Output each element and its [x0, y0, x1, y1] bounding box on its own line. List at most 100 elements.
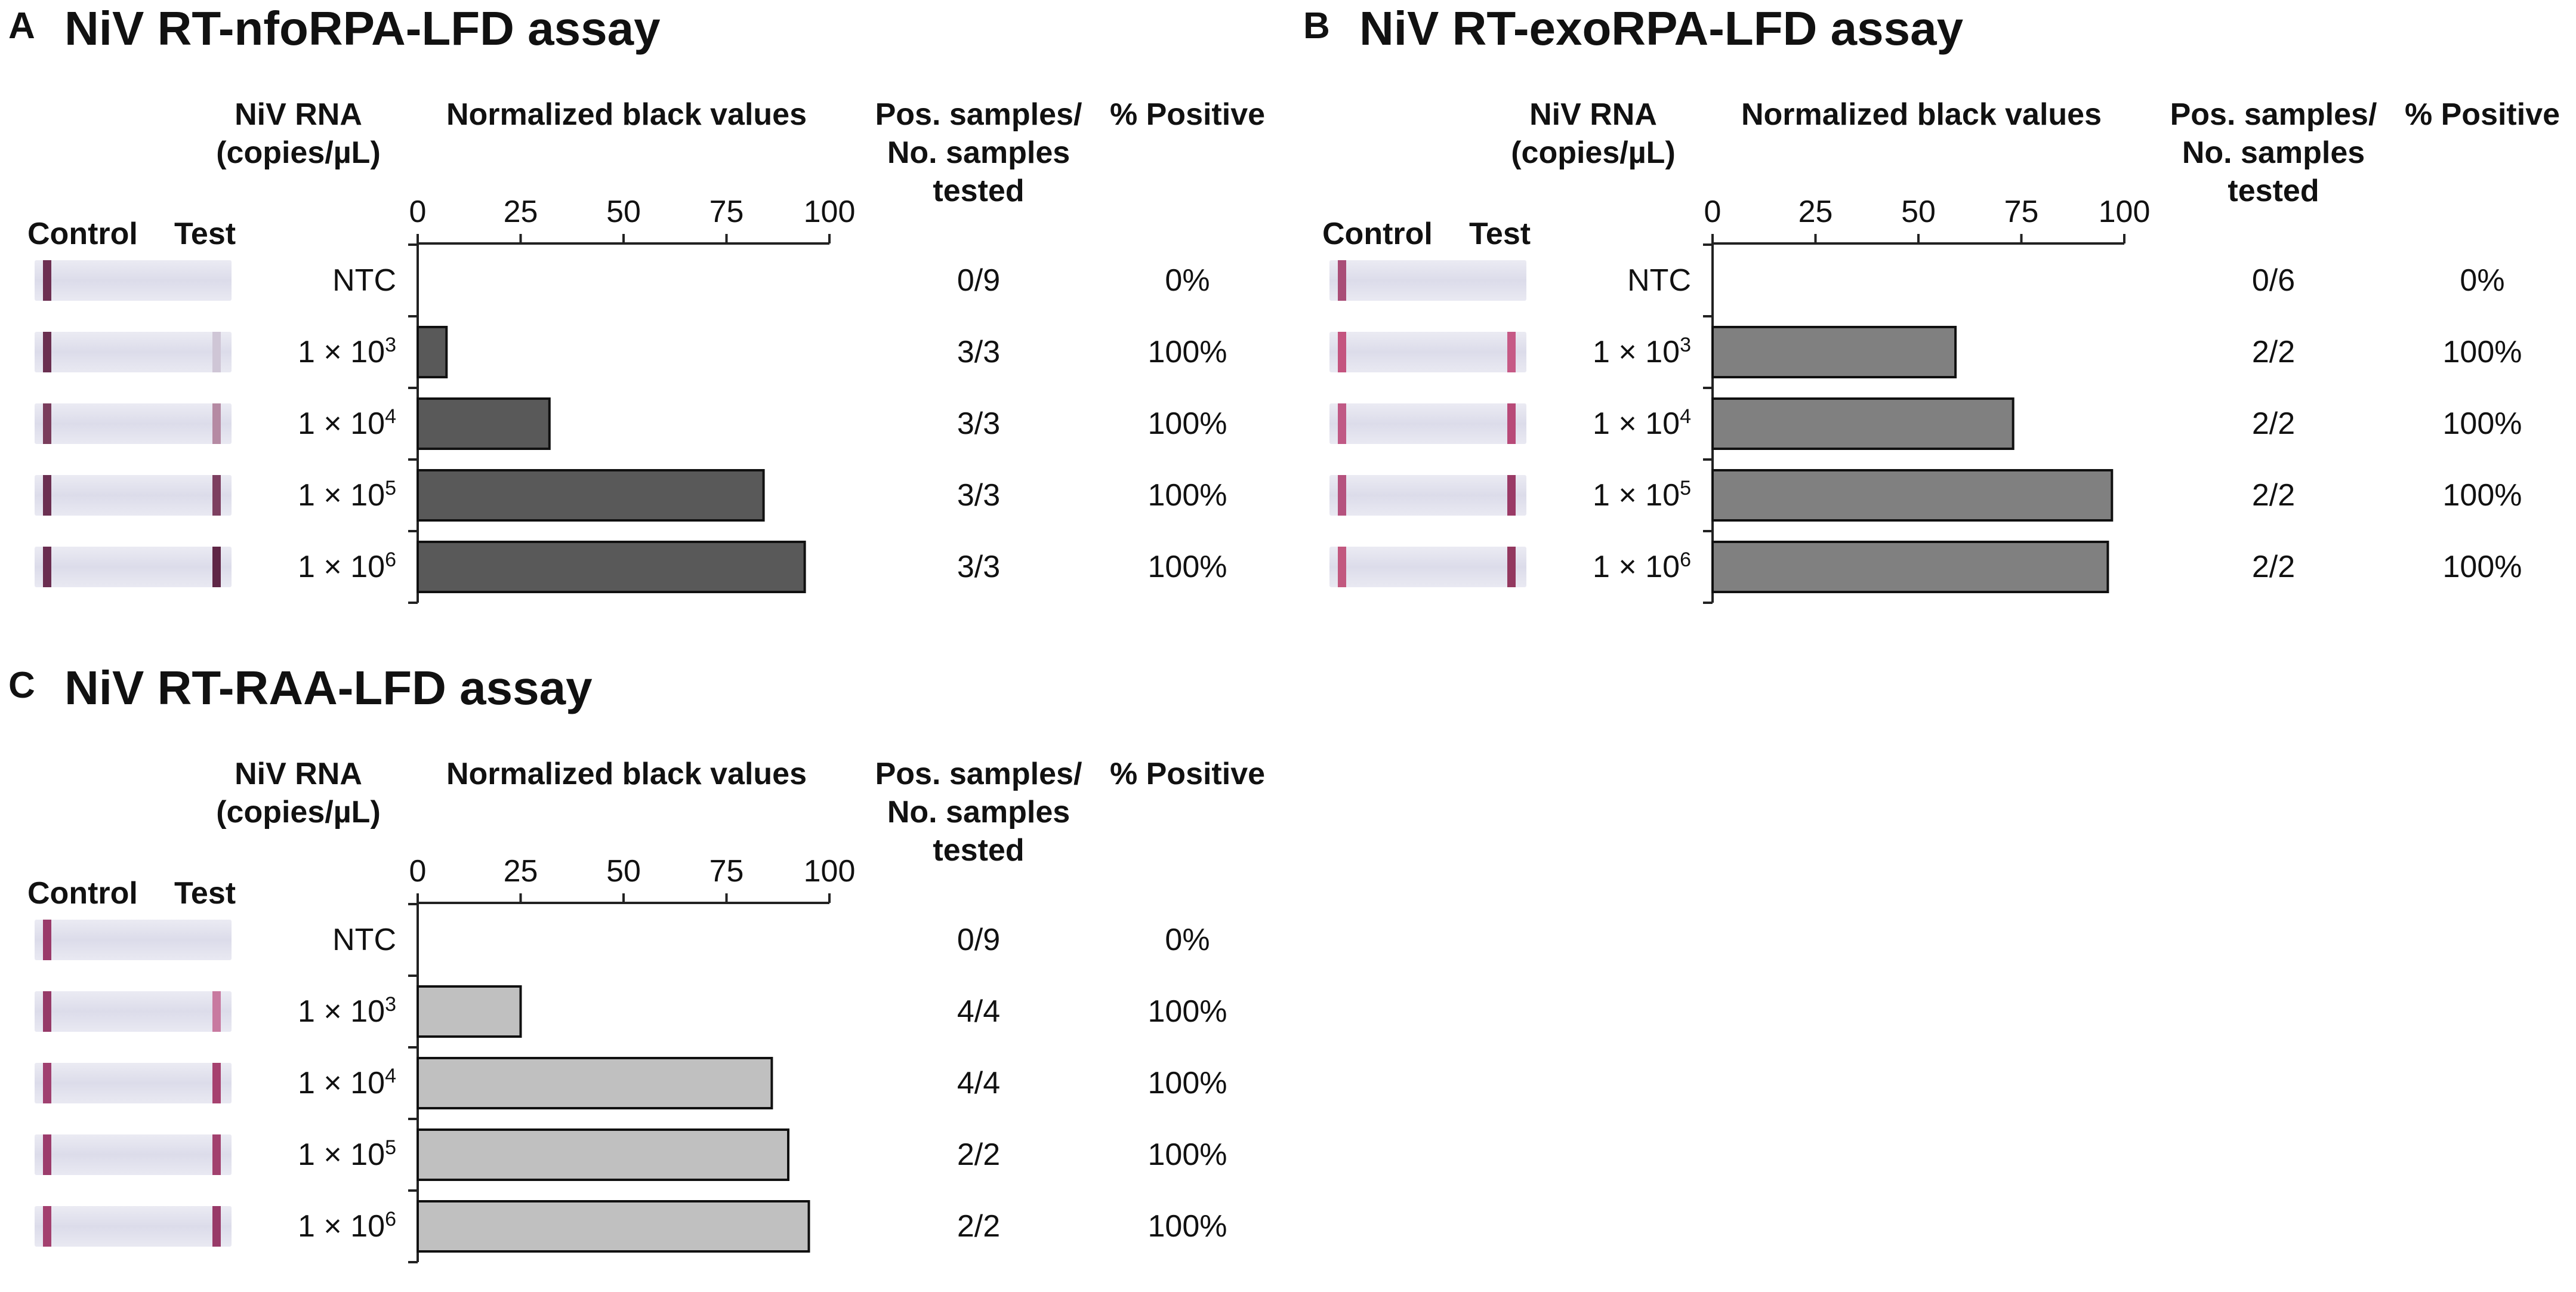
- test-band: [212, 991, 221, 1032]
- percent-positive-value: 0%: [2460, 263, 2505, 298]
- test-band: [212, 403, 221, 444]
- x-tick-label: 0: [409, 854, 427, 889]
- concentration-label: 1 × 103: [179, 334, 396, 370]
- panel-title: NiV RT-nfoRPA-LFD assay: [64, 2, 661, 55]
- x-tick-label: 0: [409, 195, 427, 229]
- percent-positive-value: 100%: [1147, 335, 1227, 369]
- panel-a: A NiV RT-nfoRPA-LFD assay NiV RNA (copie…: [0, 0, 1283, 633]
- x-tick-label: 100: [804, 195, 856, 229]
- bar: [1711, 397, 2014, 450]
- concentration-base: 1 × 10: [298, 406, 385, 441]
- control-band: [1338, 547, 1346, 587]
- concentration-base: 1 × 10: [298, 1066, 385, 1100]
- percent-positive-value: 100%: [1147, 478, 1227, 513]
- lfd-strip: [1329, 475, 1526, 516]
- bar-chart-a: 0 25 50 75 100: [408, 195, 856, 604]
- test-band: [212, 1063, 221, 1103]
- pos-samples-value: 4/4: [957, 994, 1001, 1029]
- panel-title: NiV RT-exoRPA-LFD assay: [1359, 2, 1964, 55]
- concentration-base: 1 × 10: [298, 1209, 385, 1244]
- bar: [417, 541, 806, 593]
- x-tick-label: 100: [2099, 195, 2151, 229]
- rna-header-line2: (copies/µL): [1511, 135, 1676, 170]
- concentration-base: 1 × 10: [298, 994, 385, 1029]
- test-band: [1507, 547, 1516, 587]
- concentration-label: 1 × 105: [1474, 477, 1691, 513]
- pos-header-line2: No. samples: [887, 795, 1070, 830]
- percent-positive-value: 100%: [1147, 994, 1227, 1029]
- percent-positive-value: 100%: [2442, 335, 2522, 369]
- concentration-label: 1 × 104: [1474, 406, 1691, 442]
- percent-positive-header: % Positive: [1109, 97, 1266, 132]
- x-tick-label: 50: [606, 195, 641, 229]
- concentration-label: 1 × 103: [1474, 334, 1691, 370]
- lfd-strip: [35, 260, 232, 301]
- pos-header-line3: tested: [2228, 174, 2319, 208]
- control-band: [43, 1206, 51, 1247]
- rna-header-line2: (copies/µL): [216, 135, 381, 170]
- x-tick-label: 50: [1901, 195, 1936, 229]
- concentration-base: 1 × 10: [298, 550, 385, 584]
- control-band: [1338, 403, 1346, 444]
- bar: [417, 469, 765, 522]
- pos-header-line1: Pos. samples/: [2170, 97, 2377, 132]
- concentration-base: 1 × 10: [298, 1137, 385, 1172]
- bar: [417, 397, 551, 450]
- bar: [1711, 326, 1957, 378]
- concentration-label: 1 × 104: [179, 1065, 396, 1101]
- concentration-exponent: 4: [385, 405, 396, 428]
- pos-samples-value: 3/3: [957, 478, 1001, 513]
- percent-positive-value: 100%: [1147, 406, 1227, 441]
- pos-samples-header: Pos. samples/ No. samples tested: [2130, 95, 2417, 210]
- rna-header-line1: NiV RNA: [235, 97, 362, 132]
- control-band: [43, 1134, 51, 1175]
- control-band: [1338, 260, 1346, 301]
- bar: [1711, 541, 2109, 593]
- concentration-label: 1 × 106: [179, 549, 396, 585]
- lfd-strip: [35, 920, 232, 960]
- x-tick-label: 75: [2004, 195, 2039, 229]
- rna-header-line2: (copies/µL): [216, 795, 381, 830]
- concentration-base: 1 × 10: [1593, 478, 1680, 513]
- control-header: Control: [1322, 217, 1433, 251]
- percent-positive-value: 100%: [1147, 1066, 1227, 1100]
- pos-header-line3: tested: [933, 174, 1025, 208]
- rna-header-line1: NiV RNA: [235, 757, 362, 791]
- pos-header-line3: tested: [933, 833, 1025, 868]
- lfd-strip: [1329, 547, 1526, 587]
- lfd-strip: [35, 1206, 232, 1247]
- concentration-base: 1 × 10: [1593, 406, 1680, 441]
- concentration-label: 1 × 105: [179, 1137, 396, 1173]
- test-band: [212, 1134, 221, 1175]
- panel-c: C NiV RT-RAA-LFD assay NiV RNA (copies/µ…: [0, 659, 1283, 1292]
- test-band: [212, 1206, 221, 1247]
- pos-samples-value: 3/3: [957, 550, 1001, 584]
- panel-letter: C: [8, 665, 35, 706]
- control-band: [43, 547, 51, 587]
- test-header: Test: [174, 217, 236, 251]
- concentration-label: NTC: [332, 923, 396, 957]
- percent-positive-value: 100%: [1147, 550, 1227, 584]
- x-tick-label: 0: [1704, 195, 1722, 229]
- pos-samples-value: 2/2: [957, 1209, 1001, 1244]
- control-band: [43, 1063, 51, 1103]
- rna-header: NiV RNA (copies/µL): [179, 95, 418, 172]
- control-header: Control: [27, 217, 138, 251]
- pos-samples-value: 4/4: [957, 1066, 1001, 1100]
- bar: [417, 985, 522, 1038]
- panel-letter: A: [8, 5, 35, 47]
- concentration-label: 1 × 105: [179, 477, 396, 513]
- pos-samples-value: 3/3: [957, 406, 1001, 441]
- lfd-strip: [35, 547, 232, 587]
- lfd-strip: [35, 1134, 232, 1175]
- bar: [1711, 469, 2114, 522]
- control-band: [43, 920, 51, 960]
- rna-header-line1: NiV RNA: [1529, 97, 1657, 132]
- lfd-strip: [35, 475, 232, 516]
- test-band: [212, 332, 221, 372]
- test-header: Test: [1469, 217, 1531, 251]
- test-header: Test: [174, 876, 236, 911]
- percent-positive-value: 100%: [2442, 406, 2522, 441]
- x-tick-label: 75: [709, 854, 744, 889]
- concentration-label: NTC: [1627, 263, 1691, 298]
